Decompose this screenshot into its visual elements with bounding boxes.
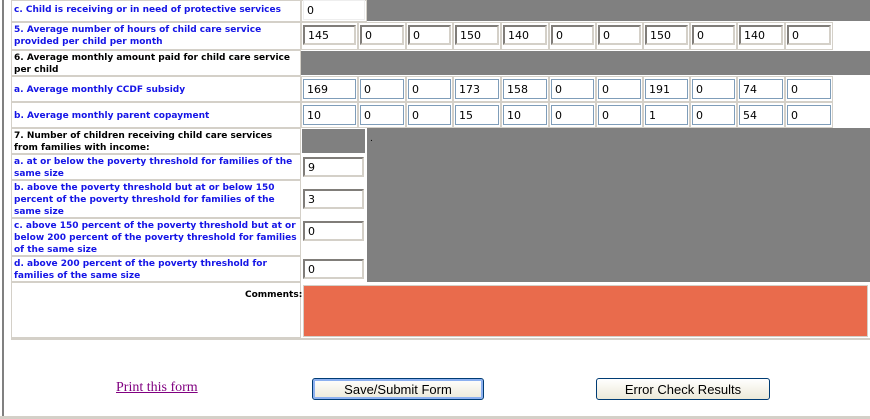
label-protective-services: c. Child is receiving or in need of prot…	[11, 0, 301, 22]
label-hours-per-month: 5. Average number of hours of child care…	[11, 22, 301, 50]
hours-input[interactable]	[303, 25, 356, 45]
hours-input[interactable]	[551, 25, 594, 45]
error-check-button[interactable]: Error Check Results	[596, 378, 770, 400]
hours-input[interactable]	[787, 25, 831, 45]
dot: .	[370, 134, 373, 144]
150-to-200-percent-input[interactable]	[303, 221, 364, 241]
label-income-header: 7. Number of children receiving child ca…	[11, 128, 301, 154]
ccdf-subsidy-input[interactable]	[303, 79, 356, 99]
copayment-input[interactable]	[598, 105, 641, 125]
ccdf-subsidy-input[interactable]	[598, 79, 641, 99]
hours-input[interactable]	[408, 25, 451, 45]
copayment-input[interactable]	[303, 105, 356, 125]
disabled-area: .	[367, 128, 870, 282]
protective-services-input[interactable]	[303, 0, 365, 20]
print-form-link[interactable]: Print this form	[116, 380, 198, 395]
label-amount-paid: 6. Average monthly amount paid for child…	[11, 50, 301, 76]
ccdf-subsidy-input[interactable]	[692, 79, 735, 99]
ccdf-subsidy-input[interactable]	[787, 79, 831, 99]
copayment-input[interactable]	[787, 105, 831, 125]
copayment-input[interactable]	[692, 105, 735, 125]
label-parent-copayment: b. Average monthly parent copayment	[11, 102, 301, 128]
window-border-bottom	[0, 416, 870, 419]
copayment-input[interactable]	[503, 105, 547, 125]
label-ccdf-subsidy: a. Average monthly CCDF subsidy	[11, 76, 301, 102]
ccdf-subsidy-input[interactable]	[455, 79, 499, 99]
comments-label-cell	[11, 282, 301, 338]
ccdf-subsidy-input[interactable]	[360, 79, 404, 99]
hours-input[interactable]	[692, 25, 735, 45]
ccdf-subsidy-input[interactable]	[739, 79, 783, 99]
label-150-to-200-percent: c. above 150 percent of the poverty thre…	[11, 218, 301, 256]
copayment-input[interactable]	[455, 105, 499, 125]
copayment-input[interactable]	[739, 105, 783, 125]
copayment-input[interactable]	[551, 105, 594, 125]
hours-input[interactable]	[598, 25, 641, 45]
ccdf-subsidy-input[interactable]	[551, 79, 594, 99]
hours-input[interactable]	[360, 25, 404, 45]
disabled-area	[367, 0, 870, 21]
ccdf-subsidy-input[interactable]	[503, 79, 547, 99]
hours-input[interactable]	[645, 25, 688, 45]
ccdf-subsidy-input[interactable]	[645, 79, 688, 99]
label-below-poverty: a. at or below the poverty threshold for…	[11, 154, 301, 180]
comments-label: Comments:	[245, 290, 303, 300]
table-bottom-border	[11, 338, 870, 340]
window-border	[2, 0, 4, 417]
disabled-area	[301, 51, 870, 75]
save-submit-button[interactable]: Save/Submit Form	[312, 378, 484, 400]
copayment-input[interactable]	[360, 105, 404, 125]
comments-textarea[interactable]	[303, 285, 868, 337]
ccdf-subsidy-input[interactable]	[408, 79, 451, 99]
copayment-input[interactable]	[645, 105, 688, 125]
copayment-input[interactable]	[408, 105, 451, 125]
hours-input[interactable]	[739, 25, 783, 45]
disabled-area	[302, 129, 365, 153]
label-up-to-150-percent: b. above the poverty threshold but at or…	[11, 180, 301, 218]
hours-input[interactable]	[503, 25, 547, 45]
above-200-percent-input[interactable]	[303, 259, 364, 279]
label-above-200-percent: d. above 200 percent of the poverty thre…	[11, 256, 301, 282]
up-to-150-percent-input[interactable]	[303, 189, 364, 209]
hours-input[interactable]	[455, 25, 499, 45]
below-poverty-input[interactable]	[303, 157, 364, 177]
